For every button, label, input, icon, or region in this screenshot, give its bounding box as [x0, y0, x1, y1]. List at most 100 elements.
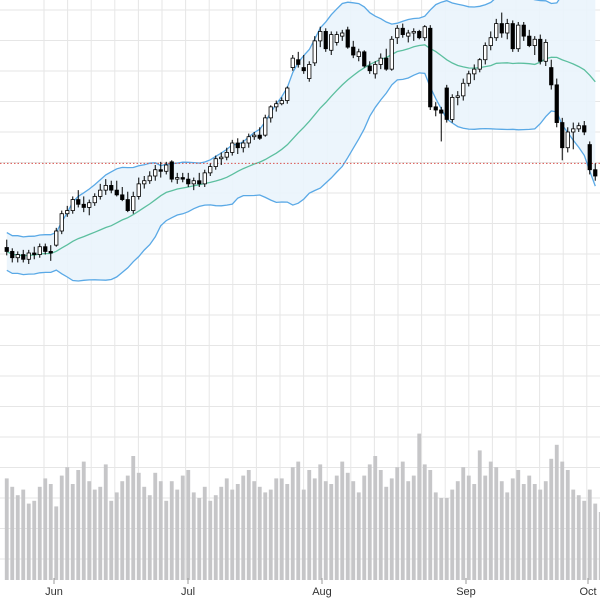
volume-bar — [76, 470, 81, 580]
candle-up — [208, 166, 213, 174]
candle-down — [21, 254, 26, 260]
candle-up — [98, 189, 103, 197]
volume-bar — [417, 433, 422, 580]
candle-up — [54, 230, 59, 246]
candle-up — [202, 172, 207, 185]
candle-down — [158, 169, 163, 172]
volume-bar — [4, 478, 9, 580]
volume-bar — [450, 489, 455, 580]
volume-bar — [15, 495, 20, 580]
volume-bar — [48, 484, 53, 580]
volume-bar — [114, 492, 119, 580]
candle-down — [197, 180, 202, 185]
volume-bar — [510, 478, 515, 580]
volume-bar — [422, 464, 427, 580]
volume-bar — [59, 475, 64, 580]
volume-bar — [136, 472, 141, 580]
candle-up — [70, 199, 75, 211]
x-axis: Jun Jul Aug Sep Oct — [45, 578, 597, 598]
candle-down — [180, 177, 185, 180]
volume-bar — [301, 489, 306, 580]
candle-up — [483, 45, 488, 61]
bollinger-band-fill — [6, 0, 596, 281]
volume-bar — [538, 489, 543, 580]
candle-up — [307, 64, 312, 79]
candle-up — [411, 31, 416, 34]
candle-up — [230, 142, 235, 153]
volume-bar — [505, 492, 510, 580]
volume-bar — [472, 484, 477, 580]
volume-bar — [554, 444, 559, 580]
candle-up — [290, 57, 295, 68]
candle-up — [87, 202, 92, 208]
volume-bar — [169, 481, 174, 580]
volume-bar — [54, 506, 59, 580]
volume-bar — [219, 486, 224, 580]
candle-up — [455, 95, 460, 98]
candle-down — [538, 38, 543, 62]
candle-up — [565, 131, 570, 149]
volume-bar — [285, 484, 290, 580]
volume-bar — [235, 484, 240, 580]
volume-bar — [147, 495, 152, 580]
volume-bar — [252, 481, 257, 580]
volume-bar — [488, 461, 493, 580]
volume-bar — [329, 484, 334, 580]
candle-up — [494, 23, 499, 39]
volume-bar — [466, 475, 471, 580]
volume-bar — [263, 492, 268, 580]
volume-layer — [4, 433, 600, 580]
volume-bar — [499, 481, 504, 580]
volume-bar — [164, 500, 169, 580]
volume-bar — [367, 464, 372, 580]
volume-bar — [43, 478, 48, 580]
candles-layer — [4, 12, 598, 264]
candle-down — [125, 199, 130, 211]
x-tick-label: Aug — [312, 586, 332, 598]
volume-bar — [433, 492, 438, 580]
candle-up — [15, 254, 20, 259]
candle-up — [516, 24, 521, 50]
candle-down — [32, 252, 37, 255]
candle-down — [554, 84, 559, 123]
x-tick-label: Jun — [45, 586, 63, 598]
volume-bar — [461, 467, 466, 580]
volume-bar — [131, 456, 136, 580]
volume-bar — [400, 461, 405, 580]
volume-bar — [103, 464, 108, 580]
volume-bar — [213, 495, 218, 580]
candle-up — [422, 26, 427, 39]
candle-down — [510, 23, 515, 50]
volume-bar — [21, 489, 26, 580]
volume-bar — [543, 481, 548, 580]
bollinger-band-layer — [6, 0, 596, 282]
volume-bar — [186, 470, 191, 580]
candle-up — [175, 177, 180, 180]
moving-average-layer — [6, 44, 596, 257]
candle-up — [378, 57, 383, 65]
candle-down — [323, 31, 328, 50]
volume-bar — [582, 500, 587, 580]
candle-down — [593, 169, 598, 177]
volume-bar — [571, 489, 576, 580]
volume-bar — [549, 458, 554, 580]
candle-down — [257, 134, 262, 139]
candle-up — [395, 27, 400, 39]
volume-bar — [32, 500, 37, 580]
candle-up — [274, 103, 279, 108]
volume-bar — [565, 470, 570, 580]
candle-down — [362, 51, 367, 67]
candle-down — [521, 24, 526, 37]
volume-bar — [560, 461, 565, 580]
volume-bar — [384, 486, 389, 580]
candle-up — [131, 196, 136, 211]
candle-up — [136, 183, 141, 197]
candle-down — [169, 161, 174, 180]
candle-down — [76, 199, 81, 205]
candle-down — [114, 189, 119, 196]
candle-up — [213, 158, 218, 167]
candle-up — [279, 100, 284, 105]
candle-up — [263, 117, 268, 136]
